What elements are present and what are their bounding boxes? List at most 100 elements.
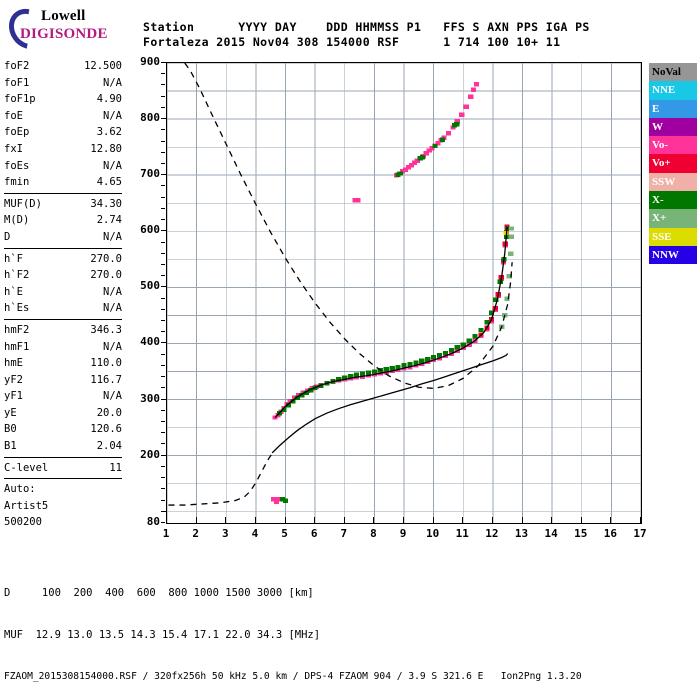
y-axis-tick xyxy=(161,522,165,523)
x-axis-label: 3 xyxy=(221,527,229,540)
y-axis-tick xyxy=(161,151,165,153)
x-axis-label: 5 xyxy=(281,527,288,540)
param-key: D xyxy=(4,230,11,243)
echo-mark xyxy=(408,162,415,168)
y-axis-tick xyxy=(161,320,165,322)
x-axis-label: 6 xyxy=(310,527,318,540)
y-axis-label: 700 xyxy=(140,167,160,181)
x-axis-label: 15 xyxy=(574,527,588,540)
echo-mark xyxy=(383,367,389,372)
y-axis-tick xyxy=(161,432,165,434)
param-value: 4.65 xyxy=(96,176,122,189)
x-axis-tick xyxy=(640,517,641,523)
series-10 xyxy=(274,226,508,418)
echo-mark xyxy=(472,334,478,339)
y-axis-label: 600 xyxy=(140,223,160,237)
y-axis-tick xyxy=(161,398,167,400)
param-value: N/A xyxy=(103,390,122,403)
y-axis-tick xyxy=(161,241,165,243)
param-key: fxI xyxy=(4,142,23,155)
echo-mark xyxy=(405,165,412,170)
echo-mark xyxy=(419,155,425,160)
legend-item-x[interactable]: X+ xyxy=(649,209,697,228)
echo-mark xyxy=(352,198,358,203)
echo-mark xyxy=(508,226,515,231)
param-row-fxi: fxI 12.80 xyxy=(4,141,122,158)
echo-mark xyxy=(454,119,460,124)
y-axis-tick xyxy=(161,409,165,411)
x-axis-label: 2 xyxy=(192,527,199,540)
series-7 xyxy=(184,63,513,390)
param-value: N/A xyxy=(103,76,122,89)
logo-brand-top: Lowell xyxy=(41,8,86,24)
ionogram-plot[interactable] xyxy=(166,62,642,524)
x-axis-tick xyxy=(225,517,227,523)
legend-item-nnw[interactable]: NNW xyxy=(649,245,697,265)
trace-line xyxy=(274,226,508,418)
param-row-hf: h`F 270.0 xyxy=(4,251,122,268)
param-row-foe: foE N/A xyxy=(4,108,122,125)
echo-mark xyxy=(463,104,469,109)
echo-mark xyxy=(275,497,281,502)
logo-brand-bottom: DIGISONDE xyxy=(20,26,108,42)
y-axis-tick xyxy=(161,252,165,254)
echo-mark xyxy=(445,130,452,136)
y-axis-tick xyxy=(161,84,165,86)
y-axis-tick xyxy=(161,162,165,164)
y-axis-tick xyxy=(161,185,165,187)
legend-item-sse[interactable]: SSE xyxy=(649,227,697,246)
legend-item-nne[interactable]: NNE xyxy=(649,81,697,100)
x-axis-tick xyxy=(462,517,464,523)
y-axis-tick xyxy=(161,129,165,131)
y-axis-tick xyxy=(161,263,165,265)
x-axis-label: 8 xyxy=(370,527,377,540)
series-9 xyxy=(271,353,509,454)
footer-muf-row: MUF 12.9 13.0 13.5 14.3 15.4 17.1 22.0 3… xyxy=(4,629,321,641)
y-axis-tick xyxy=(161,73,165,75)
param-key: hmF1 xyxy=(4,340,30,353)
legend-item-ssw[interactable]: SSW xyxy=(649,172,697,192)
echo-mark xyxy=(436,353,443,358)
y-axis-label: 500 xyxy=(140,279,160,293)
y-axis-tick xyxy=(161,364,165,366)
legend-item-vo[interactable]: Vo- xyxy=(649,136,697,155)
echo-mark xyxy=(402,167,409,172)
param-row-d: D N/A xyxy=(4,229,122,246)
legend-item-noval[interactable]: NoVal xyxy=(649,63,697,82)
legend-item-x[interactable]: X- xyxy=(649,191,697,210)
legend-item-w[interactable]: W xyxy=(649,117,697,137)
x-axis-tick xyxy=(254,517,256,523)
y-axis-label: 200 xyxy=(140,447,160,461)
echo-mark xyxy=(354,372,360,378)
param-key: foF1 xyxy=(4,76,30,89)
x-axis-tick xyxy=(373,517,375,523)
echo-mark xyxy=(450,125,456,130)
series-6 xyxy=(395,121,460,177)
param-value: 34.30 xyxy=(90,197,122,210)
echo-mark xyxy=(359,371,366,376)
series-1 xyxy=(478,224,510,337)
legend-item-vo[interactable]: Vo+ xyxy=(649,154,697,173)
x-axis-label: 7 xyxy=(340,527,348,540)
y-axis-tick xyxy=(161,207,165,209)
param-auto-program: Artist5 xyxy=(4,499,49,512)
ionogram-canvas[interactable] xyxy=(167,63,641,523)
echo-mark xyxy=(274,499,280,504)
legend-item-e[interactable]: E xyxy=(649,99,697,118)
echo-mark xyxy=(506,273,512,279)
series-5 xyxy=(352,82,480,203)
param-key: h`Es xyxy=(4,302,30,315)
echo-mark xyxy=(425,357,431,362)
param-key: MUF(D) xyxy=(4,197,42,210)
param-row-hmf1: hmF1 N/A xyxy=(4,339,122,356)
param-row-fof1: foF1 N/A xyxy=(4,75,122,92)
echo-mark xyxy=(448,348,454,353)
param-key: h`F2 xyxy=(4,269,30,282)
x-axis-label: 14 xyxy=(544,527,558,540)
param-key: fmin xyxy=(4,176,30,189)
echo-mark xyxy=(432,143,438,149)
echo-mark xyxy=(471,87,477,93)
echo-mark xyxy=(508,251,514,256)
param-row-foep: foEp 3.62 xyxy=(4,124,122,141)
param-row-foes: foEs N/A xyxy=(4,158,122,175)
